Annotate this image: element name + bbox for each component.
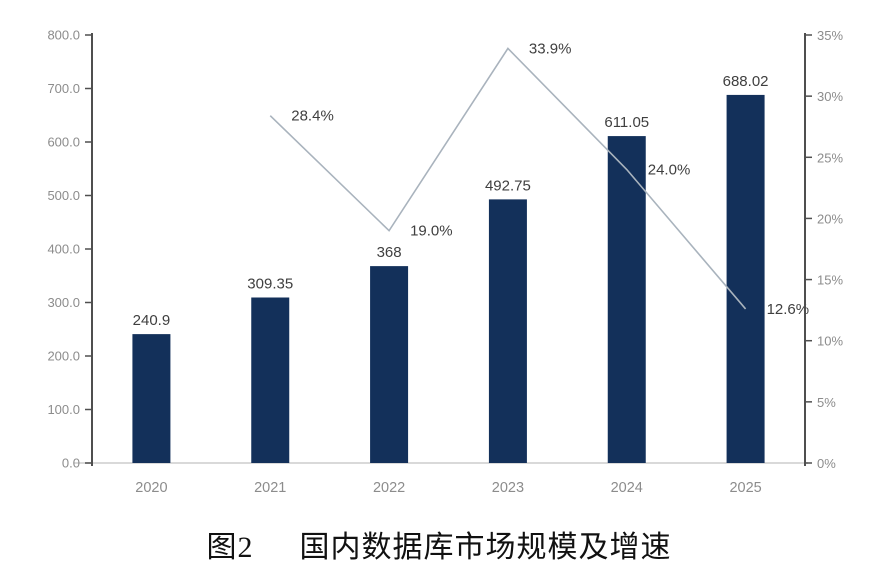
growth-label-2021: 28.4% xyxy=(291,108,334,125)
left-axis-tick-label: 700.0 xyxy=(47,81,80,96)
growth-line xyxy=(269,47,747,310)
bar-2022 xyxy=(370,266,409,463)
left-axis-tick-label: 800.0 xyxy=(47,28,80,43)
bar-2021 xyxy=(251,297,290,463)
x-tick-label-2022: 2022 xyxy=(373,480,405,496)
growth-label-2025: 12.6% xyxy=(767,301,810,318)
bar-label-2022: 368 xyxy=(377,244,402,261)
bar-label-2024: 611.05 xyxy=(604,114,649,131)
bar-label-2020: 240.9 xyxy=(133,312,171,329)
bar-label-2023: 492.75 xyxy=(485,177,531,194)
left-axis-tick-label: 300.0 xyxy=(47,295,80,310)
x-tick-label-2024: 2024 xyxy=(611,480,643,496)
bar-label-2025: 688.02 xyxy=(723,73,769,90)
right-axis-tick-label: 20% xyxy=(817,211,843,226)
left-axis-tick-label: 0.0 xyxy=(62,456,80,471)
combo-chart: 240.9 309.35 368 492.75 611.05 688.02 28.4% 19.… xyxy=(47,28,843,497)
bar-label-2021: 309.35 xyxy=(247,275,293,292)
x-tick-label-2021: 2021 xyxy=(254,480,286,496)
growth-label-2022: 19.0% xyxy=(410,223,453,240)
chart-area: 240.9 309.35 368 492.75 611.05 688.02 28.4% 19.… xyxy=(47,28,843,497)
right-axis-tick-label: 30% xyxy=(817,89,843,104)
left-axis-tick-label: 100.0 xyxy=(47,402,80,417)
figure-label: 图2 xyxy=(206,531,254,564)
right-axis-tick-label: 35% xyxy=(817,28,843,43)
x-tick-label-2023: 2023 xyxy=(492,480,524,496)
bar-2023 xyxy=(488,199,527,463)
growth-label-2024: 24.0% xyxy=(648,162,691,179)
right-axis-tick-label: 10% xyxy=(817,334,843,349)
growth-label-2023: 33.9% xyxy=(529,40,572,57)
bar-2025 xyxy=(726,94,765,463)
right-axis-tick-label: 0% xyxy=(817,456,836,471)
figure-title: 国内数据库市场规模及增速 xyxy=(299,531,672,564)
left-axis-tick-label: 600.0 xyxy=(47,135,80,150)
figure-caption: 图2 国内数据库市场规模及增速 xyxy=(0,513,878,575)
left-axis-tick-label: 400.0 xyxy=(47,242,80,257)
left-axis-tick-label: 200.0 xyxy=(47,349,80,364)
x-tick-label-2025: 2025 xyxy=(729,480,761,496)
right-axis-tick-label: 5% xyxy=(817,395,836,410)
bar-2020 xyxy=(132,334,171,463)
x-tick-label-2020: 2020 xyxy=(135,480,167,496)
left-axis-tick-label: 500.0 xyxy=(47,188,80,203)
right-axis-tick-label: 25% xyxy=(817,150,843,165)
bar-2024 xyxy=(607,136,646,463)
right-axis-tick-label: 15% xyxy=(817,273,843,288)
